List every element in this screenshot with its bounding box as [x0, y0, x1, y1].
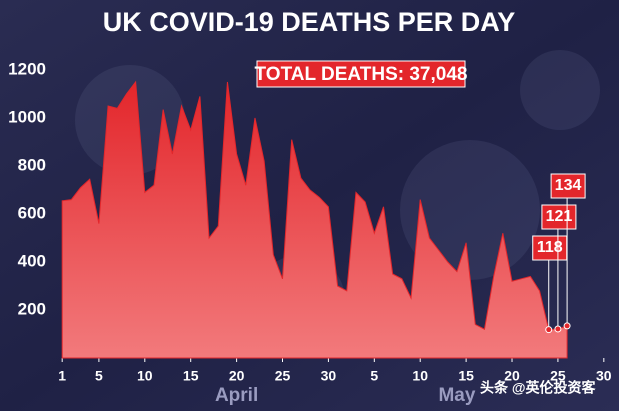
x-tick-label: 10 [412, 368, 428, 384]
month-label: April [215, 385, 258, 406]
data-label: 121 [546, 208, 573, 225]
y-tick-label: 1200 [8, 59, 46, 78]
point [545, 326, 553, 334]
y-tick-label: 200 [18, 299, 46, 318]
x-tick-label: 25 [550, 368, 566, 384]
annotation-box [256, 60, 466, 88]
x-tick-label: 25 [275, 368, 291, 384]
watermark: 头条 @英伦投资客 [480, 380, 597, 396]
data-label: 134 [555, 177, 582, 194]
x-tick-label: 1 [58, 368, 66, 384]
callout-box [550, 173, 586, 199]
x-tick-label: 15 [458, 368, 474, 384]
y-tick-label: 800 [18, 155, 46, 174]
x-tick-label: 10 [137, 368, 153, 384]
data-label: 118 [537, 239, 563, 256]
x-tick-label: 5 [95, 368, 103, 384]
point [554, 325, 562, 333]
callout-box [532, 235, 568, 261]
y-tick-label: 600 [18, 203, 46, 222]
x-tick-label: 15 [183, 368, 199, 384]
chart-title: UK COVID-19 DEATHS PER DAY [103, 7, 516, 37]
x-tick-label: 20 [229, 368, 245, 384]
x-tick-label: 5 [370, 368, 378, 384]
point [563, 322, 571, 330]
x-tick-label: 30 [321, 368, 337, 384]
y-tick-label: 1000 [8, 107, 46, 126]
annotation: TOTAL DEATHS: 37,048 [255, 64, 468, 85]
callout-box [541, 204, 577, 230]
y-tick-label: 400 [18, 251, 46, 270]
x-tick-label: 30 [596, 368, 612, 384]
month-label: May [438, 385, 475, 406]
area [61, 80, 568, 359]
x-tick-label: 20 [504, 368, 520, 384]
